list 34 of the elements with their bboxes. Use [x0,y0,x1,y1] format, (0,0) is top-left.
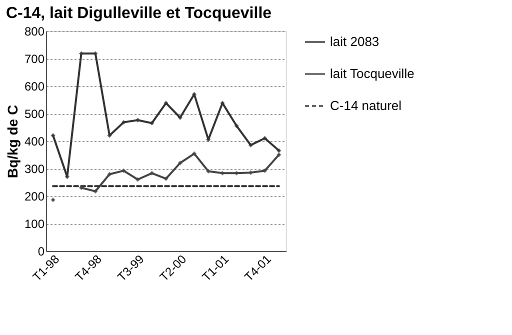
point [178,160,182,166]
point [121,120,126,125]
point [164,100,168,106]
point [78,185,84,190]
point [276,148,282,153]
legend-label: lait Tocqueville [330,66,414,81]
y-tick-label: 200 [24,190,45,204]
chart-title: C-14, lait Digulleville et Tocqueville [6,5,272,22]
y-tick-label: 600 [24,80,45,94]
point [107,172,112,177]
y-tick-label: 700 [24,52,45,66]
y-tick-label: 100 [24,217,45,231]
y-axis-title: Bq/kg de C [4,104,20,178]
point [248,142,254,148]
point [121,168,126,174]
legend-label: C-14 naturel [330,98,402,113]
point [178,115,182,120]
point [192,151,197,156]
y-tick-label: 500 [24,107,45,121]
point [135,177,140,182]
point [262,136,268,141]
point [150,120,154,126]
point [50,133,56,138]
legend-label: lait 2083 [330,34,380,49]
point [276,152,282,158]
point [50,198,56,202]
y-tick-label: 400 [24,134,45,148]
y-tick-label: 800 [24,24,45,38]
point [164,176,168,182]
y-tick-label: 0 [38,244,45,258]
point [93,188,98,194]
y-tick-label: 300 [24,162,45,176]
point [150,170,154,176]
point [234,124,239,128]
